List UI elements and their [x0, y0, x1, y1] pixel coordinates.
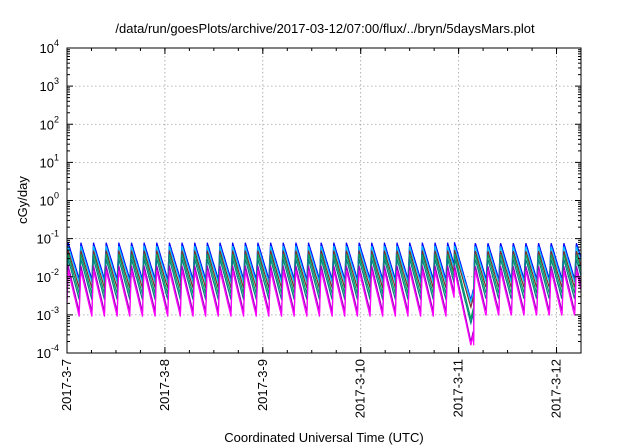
- y-tick-label: 10-3: [37, 305, 59, 323]
- series-line: [66, 245, 582, 304]
- y-axis: 10-4 10-3 10-2 10-1 100 101 102 103 104: [37, 38, 581, 361]
- chart-title: /data/run/goesPlots/archive/2017-03-12/0…: [115, 21, 535, 36]
- x-tick-label: 2017-3-8: [157, 359, 172, 411]
- series-line: [66, 269, 582, 346]
- x-tick-label: 2017-3-7: [59, 359, 74, 411]
- y-axis-label: cGy/day: [15, 176, 30, 224]
- y-tick-label: 10-4: [37, 343, 59, 361]
- y-tick-label: 104: [40, 38, 59, 56]
- series-group: [66, 242, 582, 346]
- x-tick-label: 2017-3-9: [255, 359, 270, 411]
- y-tick-label: 10-2: [37, 267, 59, 285]
- x-tick-label: 2017-3-12: [549, 359, 564, 418]
- x-axis-label: Coordinated Universal Time (UTC): [224, 430, 423, 445]
- y-tick-label: 100: [40, 191, 59, 209]
- series-line: [66, 265, 582, 342]
- series-line: [66, 242, 582, 302]
- x-axis: 2017-3-7 2017-3-8 2017-3-9 2017-3-10 2017-3-…: [59, 48, 582, 418]
- series-line: [66, 258, 582, 326]
- x-tick-label: 2017-3-11: [451, 359, 466, 417]
- series-line: [66, 253, 582, 321]
- series-line: [66, 249, 582, 310]
- y-tick-label: 10-1: [37, 229, 59, 247]
- y-tick-label: 103: [40, 76, 59, 94]
- x-tick-label: 2017-3-10: [353, 359, 368, 418]
- y-tick-label: 102: [40, 114, 59, 132]
- y-tick-label: 101: [40, 152, 59, 170]
